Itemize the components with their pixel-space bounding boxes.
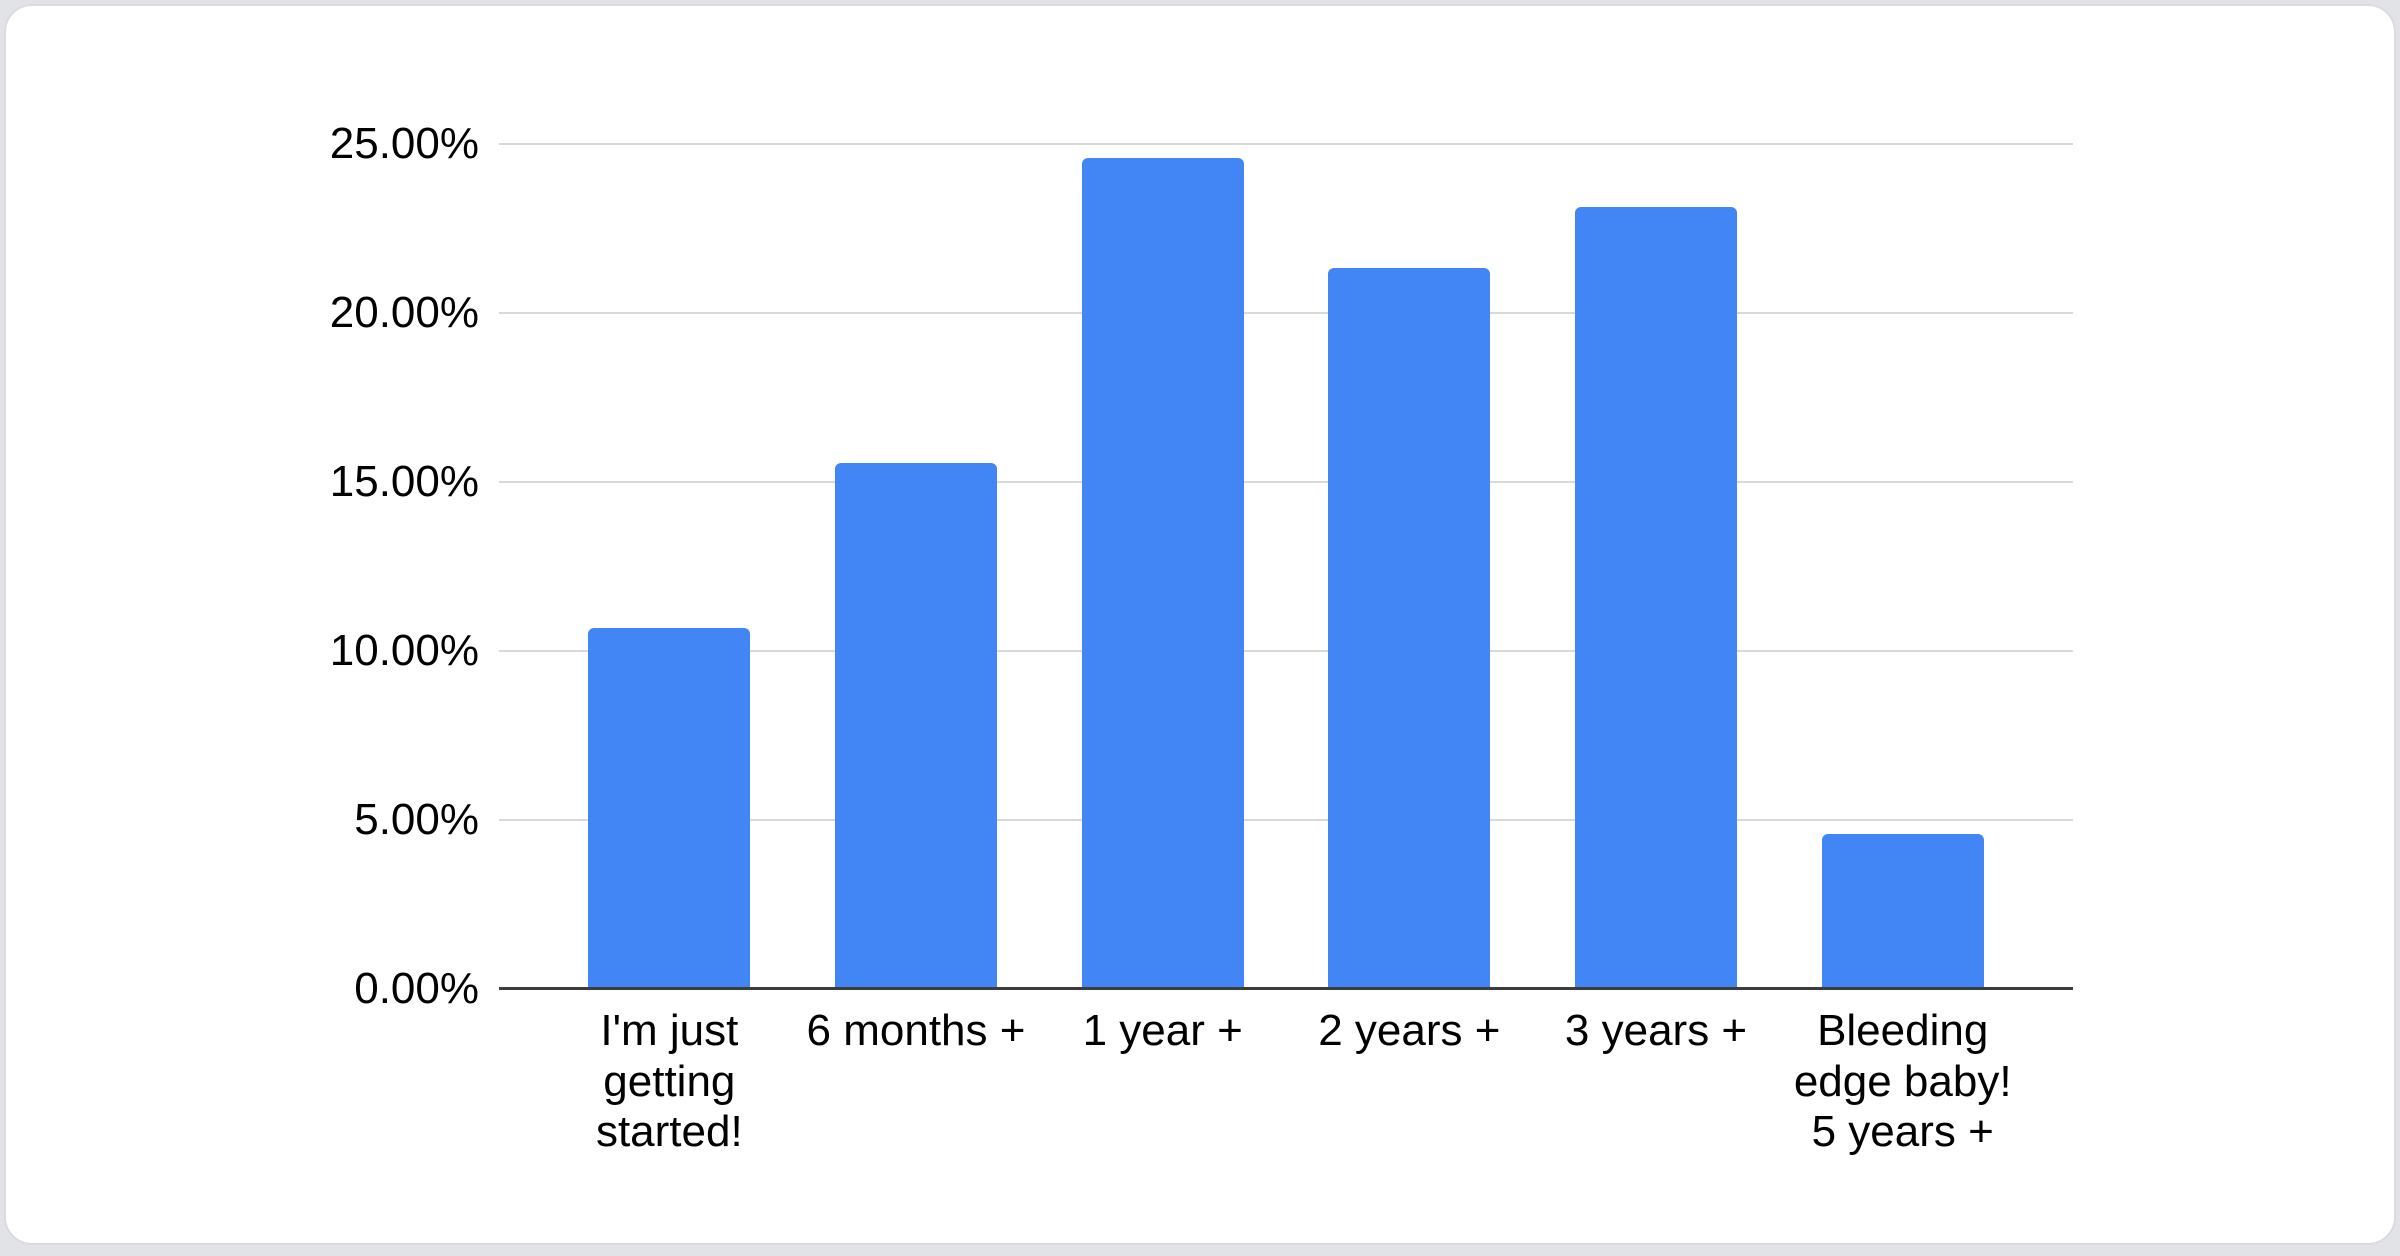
x-axis-category-label: 2 years + — [1318, 1006, 1501, 1055]
x-axis-line — [499, 987, 2073, 990]
gridline — [499, 650, 2073, 652]
y-axis-tick-label: 20.00% — [329, 288, 479, 337]
x-axis-category-label: 6 months + — [806, 1006, 1026, 1055]
gridline — [499, 481, 2073, 483]
x-axis-category-label: 1 year + — [1082, 1006, 1243, 1055]
x-axis-labels: I'm just getting started! 6 months + 1 yea… — [546, 1006, 2026, 1158]
bar-slot — [1286, 144, 1533, 989]
bar-0[interactable] — [588, 628, 751, 989]
y-axis-tick-label: 15.00% — [329, 457, 479, 506]
gridline — [499, 143, 2073, 145]
bar-slot — [793, 144, 1040, 989]
bar-slot — [1039, 144, 1286, 989]
bar-slot — [546, 144, 793, 989]
x-axis-category-label: Bleeding edge baby! 5 years + — [1793, 1006, 2012, 1157]
bar-5[interactable] — [1821, 833, 1984, 989]
y-axis-tick-label: 5.00% — [354, 795, 479, 844]
y-axis-tick-label: 25.00% — [329, 119, 479, 168]
gridline — [499, 819, 2073, 821]
bar-1[interactable] — [835, 463, 997, 989]
bar-slot — [1533, 144, 1780, 989]
y-axis-tick-label: 10.00% — [329, 626, 479, 675]
y-axis-labels: 25.00% 20.00% 15.00% 10.00% 5.00% 0.00% — [6, 119, 479, 1013]
bar-4[interactable] — [1575, 206, 1738, 989]
bar-3[interactable] — [1328, 268, 1491, 989]
gridline — [499, 312, 2073, 314]
plot-area — [499, 143, 2073, 990]
x-axis-category-label: 3 years + — [1564, 1006, 1748, 1055]
bar-2[interactable] — [1081, 157, 1244, 989]
x-axis-category-label: I'm just getting started! — [595, 1006, 743, 1157]
y-axis-tick-label: 0.00% — [354, 964, 479, 1013]
bars-container — [546, 144, 2026, 989]
bar-slot — [1779, 144, 2026, 989]
chart-card: 25.00% 20.00% 15.00% 10.00% 5.00% 0.00% I'm j… — [4, 4, 2396, 1245]
